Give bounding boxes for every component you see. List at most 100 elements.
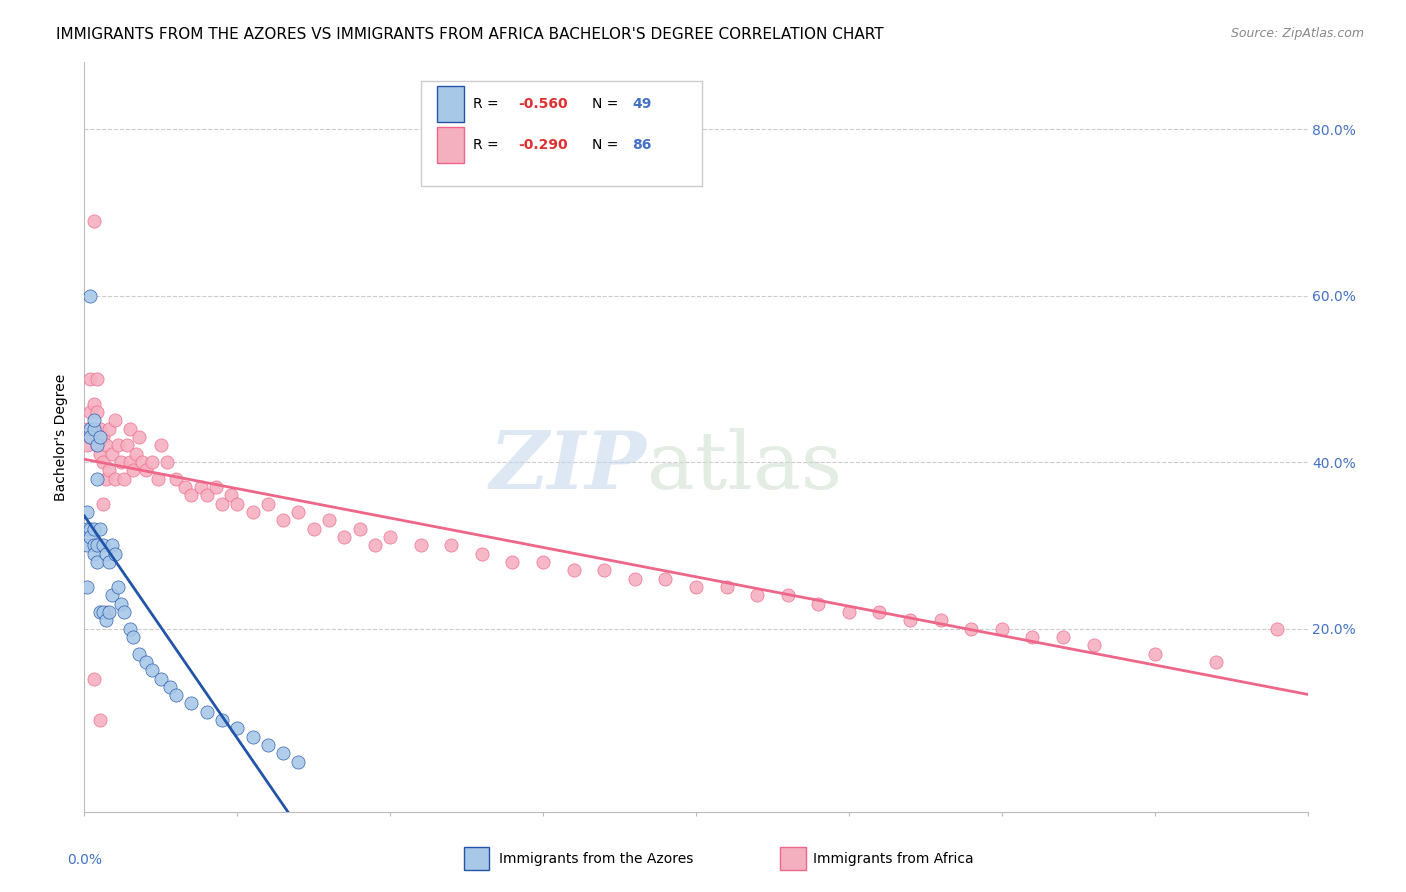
Point: [991, 622, 1014, 636]
Point: [165, 472, 187, 486]
Point: [79, 422, 101, 436]
Point: [141, 663, 163, 677]
Text: atlas: atlas: [647, 428, 842, 506]
Text: ZIP: ZIP: [491, 428, 647, 506]
Point: [1205, 655, 1227, 669]
Point: [97, 555, 120, 569]
Point: [226, 722, 249, 736]
Text: -0.560: -0.560: [519, 96, 568, 111]
Point: [1052, 630, 1074, 644]
Point: [122, 463, 145, 477]
Point: [115, 438, 138, 452]
Point: [960, 622, 983, 636]
Point: [409, 538, 432, 552]
Point: [128, 647, 150, 661]
Point: [91, 497, 114, 511]
Point: [929, 613, 952, 627]
Point: [747, 588, 769, 602]
Point: [165, 688, 187, 702]
Y-axis label: Bachelor's Degree: Bachelor's Degree: [55, 374, 69, 500]
Point: [97, 605, 120, 619]
Point: [205, 480, 228, 494]
Point: [318, 513, 340, 527]
Text: Immigrants from the Azores: Immigrants from the Azores: [499, 852, 693, 866]
Point: [135, 655, 157, 669]
Point: [86, 405, 108, 419]
Point: [302, 522, 325, 536]
Point: [107, 438, 129, 452]
Point: [531, 555, 554, 569]
Point: [110, 455, 132, 469]
Point: [86, 372, 108, 386]
Point: [1143, 647, 1166, 661]
Point: [107, 580, 129, 594]
Text: R =: R =: [474, 96, 503, 111]
Point: [76, 580, 98, 594]
Point: [101, 538, 124, 552]
Point: [180, 697, 202, 711]
Point: [257, 497, 280, 511]
Point: [242, 505, 264, 519]
Point: [112, 605, 135, 619]
Point: [271, 513, 294, 527]
Point: [195, 488, 218, 502]
Text: Immigrants from Africa: Immigrants from Africa: [813, 852, 973, 866]
Point: [287, 505, 309, 519]
Point: [76, 522, 98, 536]
Point: [89, 422, 111, 436]
Point: [83, 538, 105, 552]
Point: [104, 472, 127, 486]
Point: [776, 588, 799, 602]
Point: [101, 588, 124, 602]
FancyBboxPatch shape: [437, 86, 464, 121]
Point: [79, 372, 101, 386]
Point: [86, 472, 108, 486]
Text: 49: 49: [633, 96, 652, 111]
Point: [333, 530, 356, 544]
Point: [716, 580, 738, 594]
Point: [76, 538, 98, 552]
Point: [83, 422, 105, 436]
Point: [97, 463, 120, 477]
Point: [159, 680, 181, 694]
Point: [838, 605, 860, 619]
Text: N =: N =: [592, 138, 623, 152]
Point: [898, 613, 921, 627]
Point: [440, 538, 463, 552]
Point: [471, 547, 494, 561]
Point: [271, 747, 294, 761]
Point: [149, 672, 172, 686]
Text: N =: N =: [592, 96, 623, 111]
Text: 86: 86: [633, 138, 652, 152]
Point: [76, 438, 98, 452]
Point: [79, 430, 101, 444]
Point: [624, 572, 647, 586]
Point: [89, 447, 111, 461]
Point: [91, 430, 114, 444]
Point: [83, 213, 105, 227]
FancyBboxPatch shape: [437, 127, 464, 163]
Point: [195, 705, 218, 719]
Point: [562, 563, 585, 577]
Point: [83, 672, 105, 686]
Point: [1021, 630, 1043, 644]
Point: [91, 538, 114, 552]
Point: [83, 413, 105, 427]
Point: [76, 422, 98, 436]
Point: [101, 447, 124, 461]
Point: [120, 622, 142, 636]
Point: [364, 538, 387, 552]
Point: [287, 755, 309, 769]
Point: [89, 713, 111, 727]
Point: [593, 563, 616, 577]
Point: [380, 530, 402, 544]
Point: [86, 438, 108, 452]
Point: [125, 447, 148, 461]
Point: [131, 455, 153, 469]
Point: [94, 438, 117, 452]
Point: [141, 455, 163, 469]
Point: [190, 480, 212, 494]
Point: [180, 488, 202, 502]
Point: [1265, 622, 1288, 636]
Point: [685, 580, 707, 594]
